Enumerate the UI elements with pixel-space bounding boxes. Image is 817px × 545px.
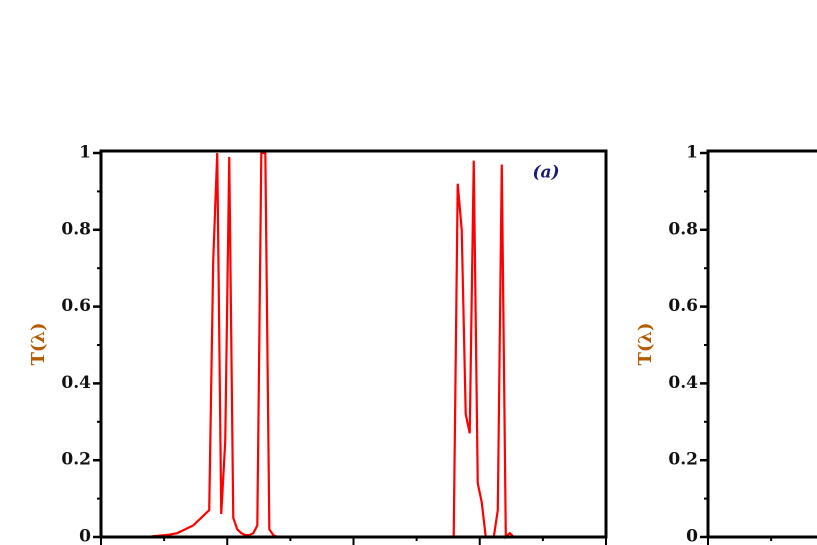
y-axis-label: T(λ) (28, 322, 49, 365)
y-tick-label: 0.6 (61, 296, 91, 316)
panel-label: (a) (532, 163, 559, 183)
y-tick-label: 1 (79, 143, 91, 163)
series-line (101, 151, 606, 540)
y-tick-label: 0.4 (668, 373, 698, 393)
y-tick-label: 0.2 (668, 450, 698, 470)
y-tick-label: 1 (686, 143, 698, 163)
y-tick-label: 0.8 (668, 219, 698, 239)
plot-frame (706, 149, 817, 539)
plot-frame (99, 149, 608, 539)
y-tick-label: 0 (686, 527, 698, 545)
y-tick-label: 0.6 (668, 296, 698, 316)
y-tick-label: 0.8 (61, 219, 91, 239)
y-axis-label: T(λ) (635, 322, 656, 365)
y-tick-label: 0.4 (61, 373, 91, 393)
y-tick-label: 0.2 (61, 450, 91, 470)
y-tick-label: 0 (79, 527, 91, 545)
